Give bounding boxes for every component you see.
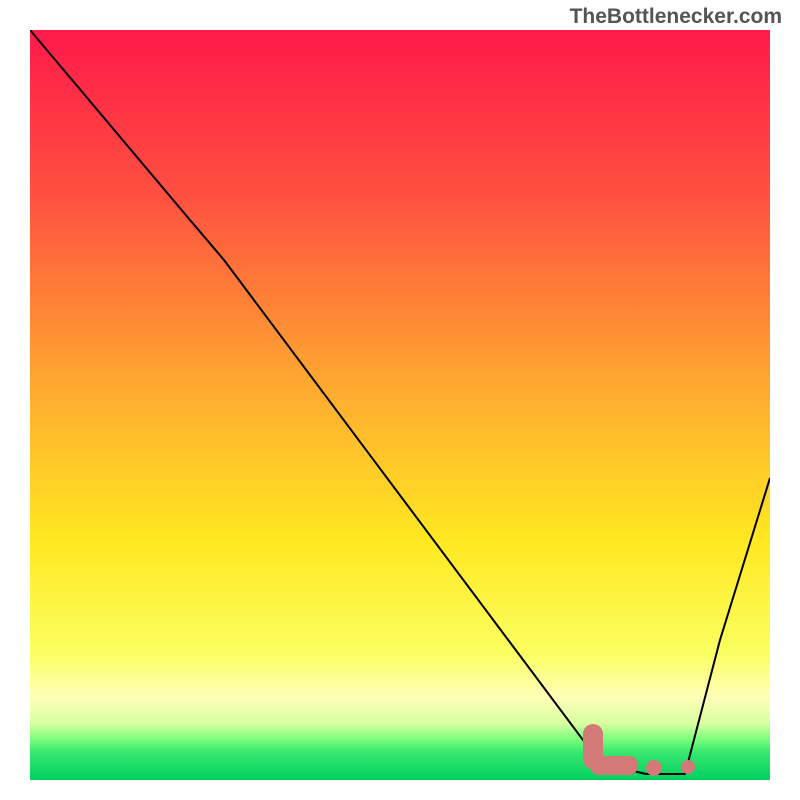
curve-path xyxy=(30,30,770,774)
data-marker xyxy=(590,756,638,775)
data-marker xyxy=(646,760,662,776)
attribution-text[interactable]: TheBottlenecker.com xyxy=(570,5,782,29)
data-marker xyxy=(681,760,695,774)
plot-area xyxy=(30,30,770,780)
bottleneck-curve xyxy=(30,30,770,780)
figure-root: TheBottlenecker.com xyxy=(0,0,800,800)
